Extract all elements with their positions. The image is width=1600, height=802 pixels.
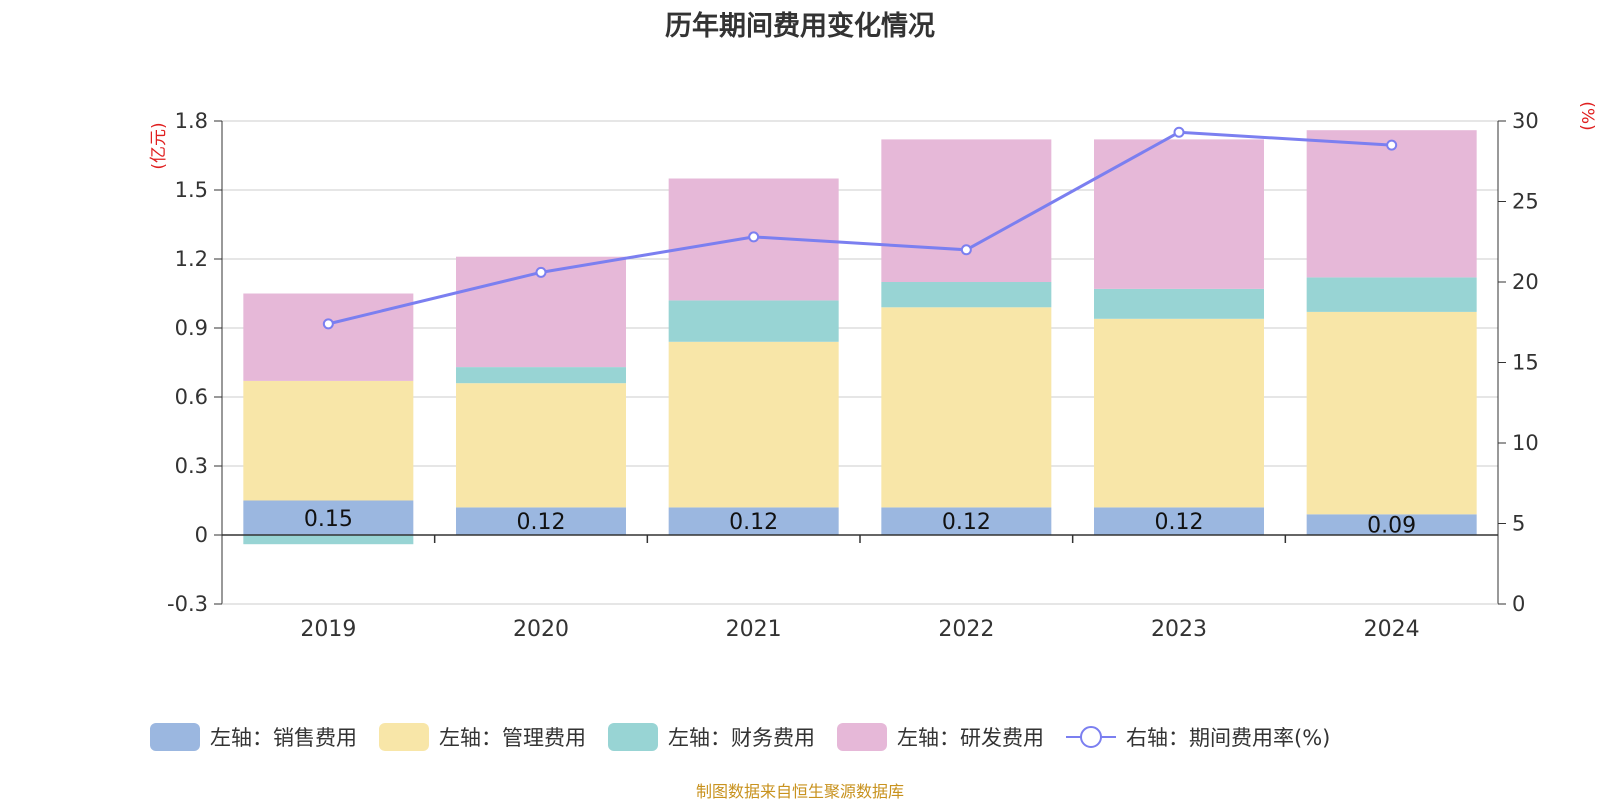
legend-swatch bbox=[837, 723, 887, 751]
legend-item[interactable]: 右轴：期间费用率(%) bbox=[1066, 722, 1330, 752]
bar-segment bbox=[1306, 311, 1477, 515]
bar-segment bbox=[1306, 130, 1477, 278]
right-tick-label: 25 bbox=[1512, 190, 1539, 214]
bar-segment bbox=[456, 383, 626, 508]
rate-line bbox=[327, 130, 1392, 326]
right-axis-unit: (%) bbox=[1577, 101, 1597, 130]
bar-segment bbox=[881, 307, 1052, 508]
rate-point bbox=[1173, 126, 1185, 138]
category-label: 2019 bbox=[300, 617, 356, 642]
left-tick-label: 0.3 bbox=[175, 454, 208, 478]
category-label: 2023 bbox=[1151, 617, 1207, 642]
right-tick-label: 10 bbox=[1512, 431, 1539, 455]
category-label: 2024 bbox=[1364, 617, 1420, 642]
bar-data-label: 0.12 bbox=[1155, 510, 1204, 535]
bar-segment bbox=[668, 300, 839, 342]
legend-label: 左轴：财务费用 bbox=[668, 726, 815, 750]
left-tick-label: 1.8 bbox=[175, 109, 208, 133]
legend-label: 右轴：期间费用率(%) bbox=[1126, 726, 1331, 750]
legend-item[interactable]: 左轴：销售费用 bbox=[150, 722, 357, 752]
bar-segment bbox=[1094, 139, 1264, 289]
legend-line-swatch bbox=[1066, 723, 1116, 751]
category-label: 2020 bbox=[513, 617, 569, 642]
bar-data-label: 0.12 bbox=[942, 510, 991, 535]
legend-label: 左轴：管理费用 bbox=[439, 726, 586, 750]
left-tick-label: 0.6 bbox=[175, 385, 208, 409]
left-tick-label: 1.5 bbox=[175, 178, 208, 202]
rate-point bbox=[960, 244, 972, 256]
rate-point bbox=[322, 318, 334, 330]
bar-segment bbox=[1306, 277, 1477, 312]
rate-point bbox=[535, 266, 547, 278]
bar-segment bbox=[456, 367, 626, 384]
legend-swatch bbox=[379, 723, 429, 751]
bar-segment bbox=[456, 507, 626, 535]
bar-segment bbox=[243, 293, 414, 381]
left-tick-label: -0.3 bbox=[167, 592, 208, 616]
bar-segment bbox=[1306, 514, 1477, 535]
legend-label: 左轴：销售费用 bbox=[210, 726, 357, 750]
rate-point bbox=[1386, 139, 1398, 151]
bar-data-label: 0.15 bbox=[304, 507, 353, 532]
bar-segment bbox=[881, 139, 1052, 282]
left-tick-label: 0.9 bbox=[175, 316, 208, 340]
bar-segment bbox=[1094, 507, 1264, 535]
right-tick-label: 0 bbox=[1512, 592, 1525, 616]
bar-data-label: 0.12 bbox=[729, 510, 778, 535]
left-axis-unit: (亿元) bbox=[149, 122, 169, 169]
bar-segment bbox=[881, 282, 1052, 308]
right-tick-label: 20 bbox=[1512, 270, 1539, 294]
legend-swatch bbox=[608, 723, 658, 751]
bar-data-label: 0.12 bbox=[517, 510, 566, 535]
left-tick-label: 0 bbox=[195, 523, 208, 547]
right-tick-label: 5 bbox=[1512, 512, 1525, 536]
left-tick-label: 1.2 bbox=[175, 247, 208, 271]
bar-segment bbox=[1094, 288, 1264, 319]
legend: 左轴：销售费用 左轴：管理费用 左轴：财务费用 左轴：研发费用 右轴：期间费用率(%) bbox=[150, 722, 1352, 752]
rate-point bbox=[748, 231, 760, 243]
bar-segment bbox=[668, 341, 839, 508]
bar-segment bbox=[243, 500, 414, 535]
chart-title: 历年期间费用变化情况 bbox=[665, 11, 935, 42]
category-label: 2021 bbox=[726, 617, 782, 642]
source-note: 制图数据来自恒生聚源数据库 bbox=[695, 782, 904, 801]
legend-label: 左轴：研发费用 bbox=[897, 726, 1044, 750]
bar-segment bbox=[1094, 318, 1264, 508]
bar-segment bbox=[243, 535, 414, 545]
legend-item[interactable]: 左轴：管理费用 bbox=[379, 722, 586, 752]
bar-segment bbox=[668, 507, 839, 535]
bar-segment bbox=[881, 507, 1052, 535]
legend-item[interactable]: 左轴：研发费用 bbox=[837, 722, 1044, 752]
bar-segment bbox=[243, 380, 414, 501]
legend-item[interactable]: 左轴：财务费用 bbox=[608, 722, 815, 752]
right-tick-label: 15 bbox=[1512, 351, 1539, 375]
right-tick-label: 30 bbox=[1512, 109, 1539, 133]
legend-swatch bbox=[150, 723, 200, 751]
category-label: 2022 bbox=[938, 617, 994, 642]
